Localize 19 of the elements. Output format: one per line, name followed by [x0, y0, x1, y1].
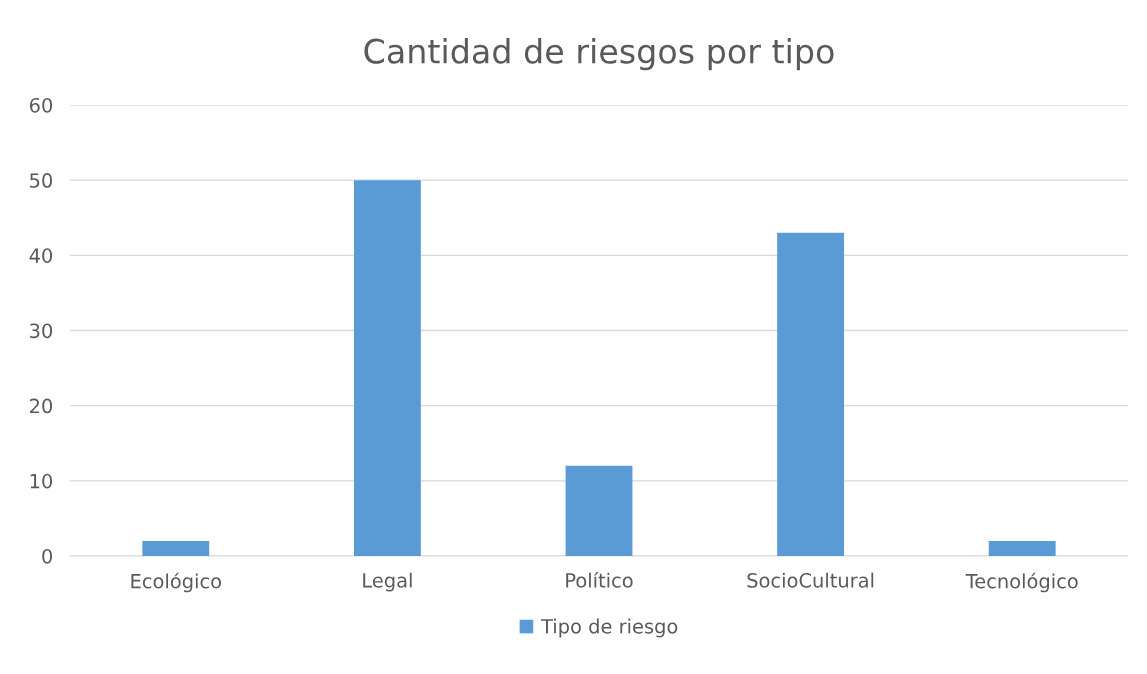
bar — [565, 465, 633, 556]
y-tick-label: 60 — [29, 97, 53, 113]
x-tick-label: Político — [566, 571, 633, 588]
y-tick-label: 0 — [42, 548, 53, 564]
y-tick-label: 50 — [30, 173, 53, 188]
x-tick-label: Tecnológico — [965, 572, 1078, 593]
bar — [988, 540, 1056, 556]
y-tick-label: 40 — [29, 248, 53, 263]
x-tick-label: Legal — [363, 572, 412, 592]
legend-label: Tipo de riesgo — [540, 618, 678, 638]
x-tick-label: SocioCultural — [747, 572, 874, 588]
bar — [353, 180, 421, 556]
bar — [777, 232, 845, 556]
y-tick-label: 10 — [30, 473, 53, 489]
bar — [142, 540, 210, 556]
y-tick-label: 30 — [30, 323, 53, 339]
x-tick-label: Ecológico — [131, 572, 221, 593]
chart-title: Cantidad de riesgos por tipo — [364, 38, 834, 71]
y-tick-label: 20 — [30, 398, 53, 414]
